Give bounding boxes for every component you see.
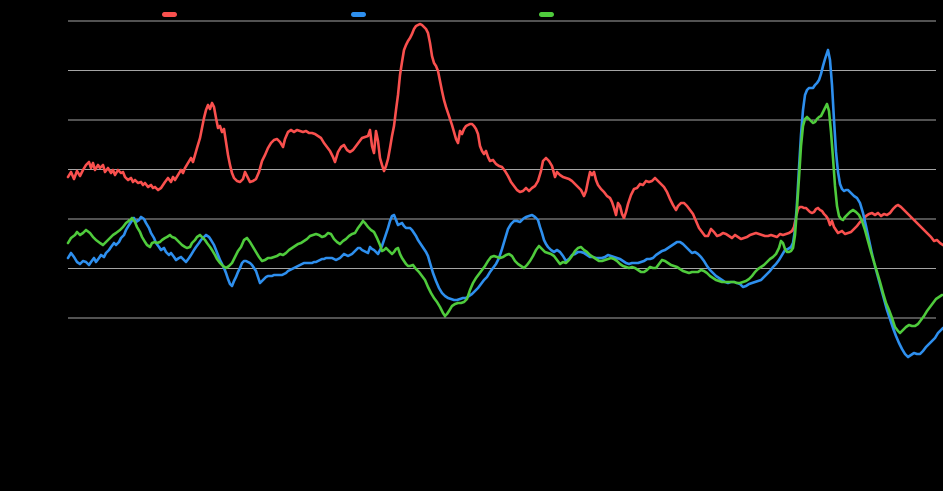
legend-item-red bbox=[162, 12, 183, 17]
legend-swatch-red bbox=[162, 12, 177, 17]
series-line-red bbox=[66, 22, 943, 247]
legend-item-green bbox=[539, 12, 560, 17]
legend-swatch-blue bbox=[351, 12, 366, 17]
series-line-blue bbox=[66, 48, 943, 359]
legend-swatch-green bbox=[539, 12, 554, 17]
legend bbox=[0, 0, 943, 28]
legend-item-blue bbox=[351, 12, 372, 17]
gridlines bbox=[68, 20, 936, 319]
series-lines bbox=[66, 22, 943, 359]
series-line-green bbox=[66, 102, 943, 335]
